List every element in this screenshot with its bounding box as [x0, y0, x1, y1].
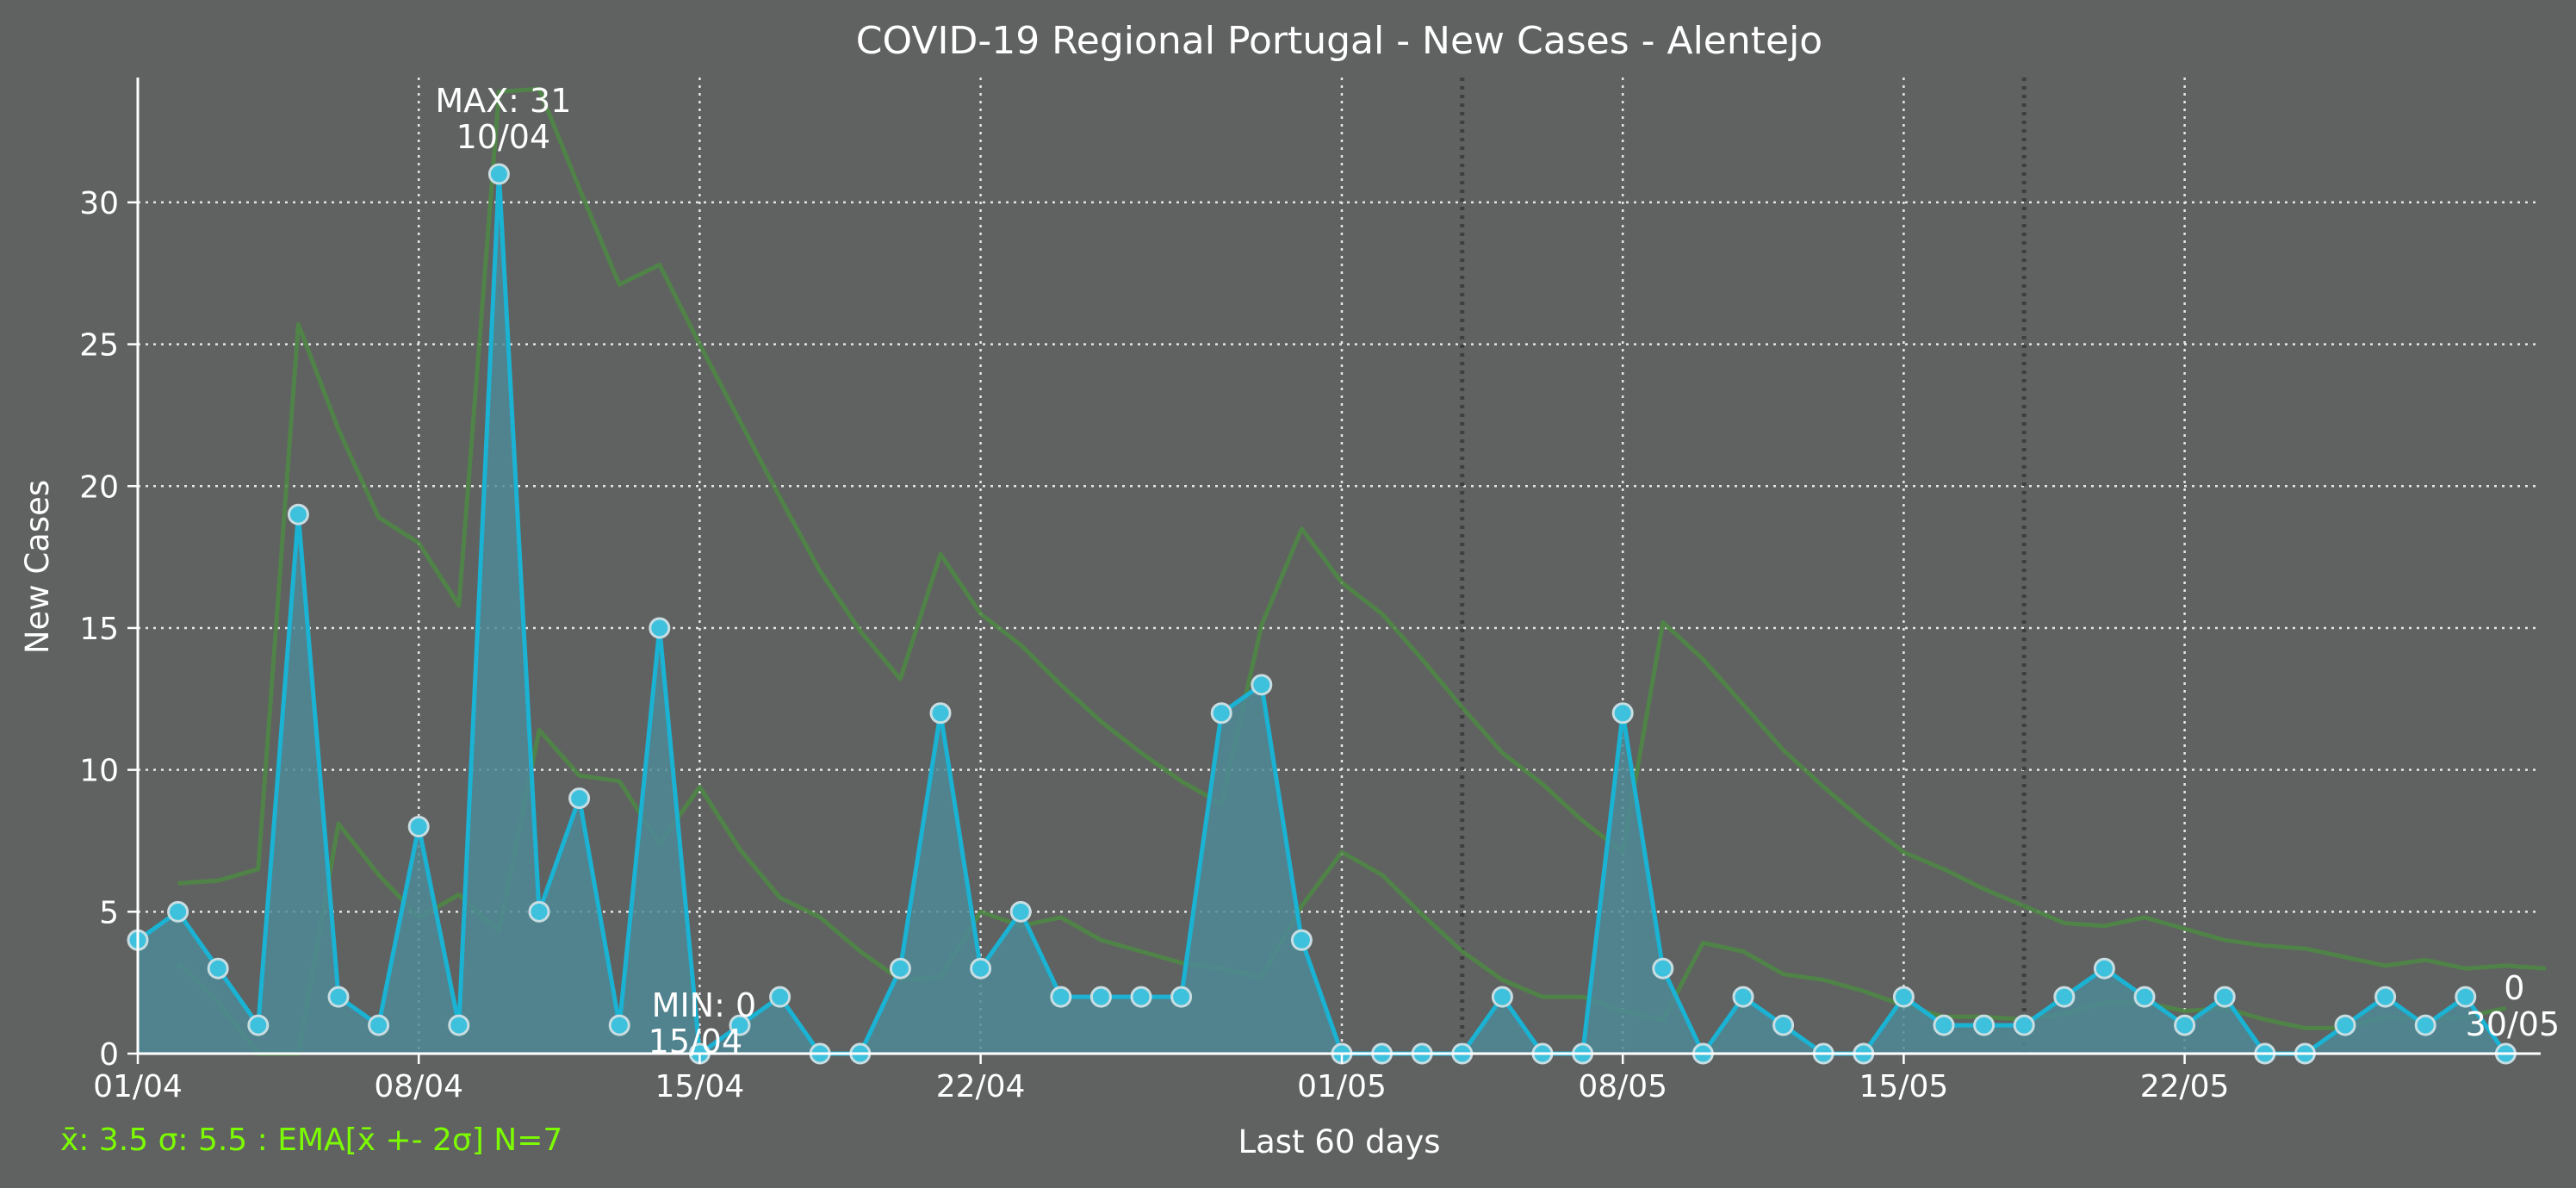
x-tick-label: 01/05 — [1297, 1069, 1387, 1104]
data-point — [247, 1014, 270, 1036]
data-point — [1290, 929, 1313, 951]
data-point — [1050, 986, 1072, 1008]
data-point — [1170, 986, 1193, 1008]
data-point — [327, 986, 350, 1008]
data-point — [1652, 957, 1674, 980]
data-point — [287, 503, 309, 526]
data-point — [2133, 986, 2156, 1008]
data-point — [207, 957, 229, 980]
y-tick-label: 25 — [79, 328, 119, 364]
x-tick-label: 08/04 — [374, 1069, 463, 1104]
data-point — [1732, 986, 1754, 1008]
data-point — [608, 1014, 630, 1036]
data-point — [1130, 986, 1152, 1008]
data-point — [769, 986, 791, 1008]
y-tick-label: 5 — [99, 895, 119, 930]
data-point — [2414, 1014, 2436, 1036]
data-point — [2374, 986, 2397, 1008]
data-point — [1210, 702, 1232, 725]
data-point — [1973, 1014, 1996, 1036]
x-tick-label: 15/05 — [1859, 1069, 1949, 1104]
min-annotation-date: 15/04 — [649, 1023, 743, 1060]
x-tick-label: 22/04 — [936, 1069, 1026, 1104]
data-point — [1491, 986, 1513, 1008]
y-axis-label: New Cases — [19, 480, 56, 654]
x-tick-label: 22/05 — [2140, 1069, 2230, 1104]
data-point — [2174, 1014, 2196, 1036]
data-point — [889, 957, 911, 980]
data-point — [167, 900, 189, 923]
data-point — [649, 617, 671, 639]
data-point — [2013, 1014, 2035, 1036]
data-point — [2053, 986, 2076, 1008]
max-annotation-date: 10/04 — [456, 118, 551, 156]
y-tick-label: 20 — [79, 470, 119, 505]
data-point — [528, 900, 550, 923]
week-marker-layer — [1460, 78, 2027, 1054]
data-point — [2213, 986, 2236, 1008]
y-tick-label: 30 — [79, 186, 119, 221]
data-point — [1892, 986, 1915, 1008]
x-tick-label: 01/04 — [93, 1069, 183, 1104]
data-point — [2093, 957, 2115, 980]
data-point — [487, 163, 510, 185]
min-annotation-label: MIN: 0 — [652, 986, 756, 1024]
series-layer — [127, 163, 2517, 1065]
data-point — [1611, 702, 1634, 725]
y-tick-label: 10 — [79, 754, 119, 789]
data-point — [2455, 986, 2477, 1008]
chart-title: COVID-19 Regional Portugal - New Cases -… — [856, 19, 1822, 63]
data-point — [929, 702, 952, 725]
y-tick-label: 15 — [79, 612, 119, 647]
stats-footer: x̄: 3.5 σ: 5.5 : EMA[x̄ +- 2σ] N=7 — [60, 1123, 562, 1158]
data-point — [368, 1014, 390, 1036]
data-point — [1772, 1014, 1795, 1036]
axis-layer: 0 5 10 15 20 25 30 01/04 08/04 15/04 22/04 01/05 08/… — [79, 78, 2541, 1104]
y-tick-label: 0 — [99, 1037, 119, 1073]
data-point — [1251, 674, 1273, 696]
last-date-annotation: 30/05 — [2466, 1005, 2560, 1043]
data-point — [1089, 986, 1112, 1008]
max-annotation-label: MAX: 31 — [435, 82, 571, 120]
x-tick-label: 15/04 — [655, 1069, 745, 1104]
data-point — [568, 787, 591, 810]
data-point — [970, 957, 992, 980]
data-point — [2334, 1014, 2356, 1036]
data-point — [729, 1014, 751, 1036]
data-point — [1933, 1014, 1955, 1036]
x-axis-label: Last 60 days — [1238, 1123, 1440, 1160]
last-value-annotation: 0 — [2504, 969, 2524, 1007]
grid-layer — [138, 78, 2541, 1054]
data-point — [407, 816, 430, 838]
data-point — [448, 1014, 470, 1036]
ema-upper-band-line — [177, 86, 2547, 971]
data-point — [1009, 900, 1032, 923]
x-tick-label: 08/05 — [1578, 1069, 1667, 1104]
